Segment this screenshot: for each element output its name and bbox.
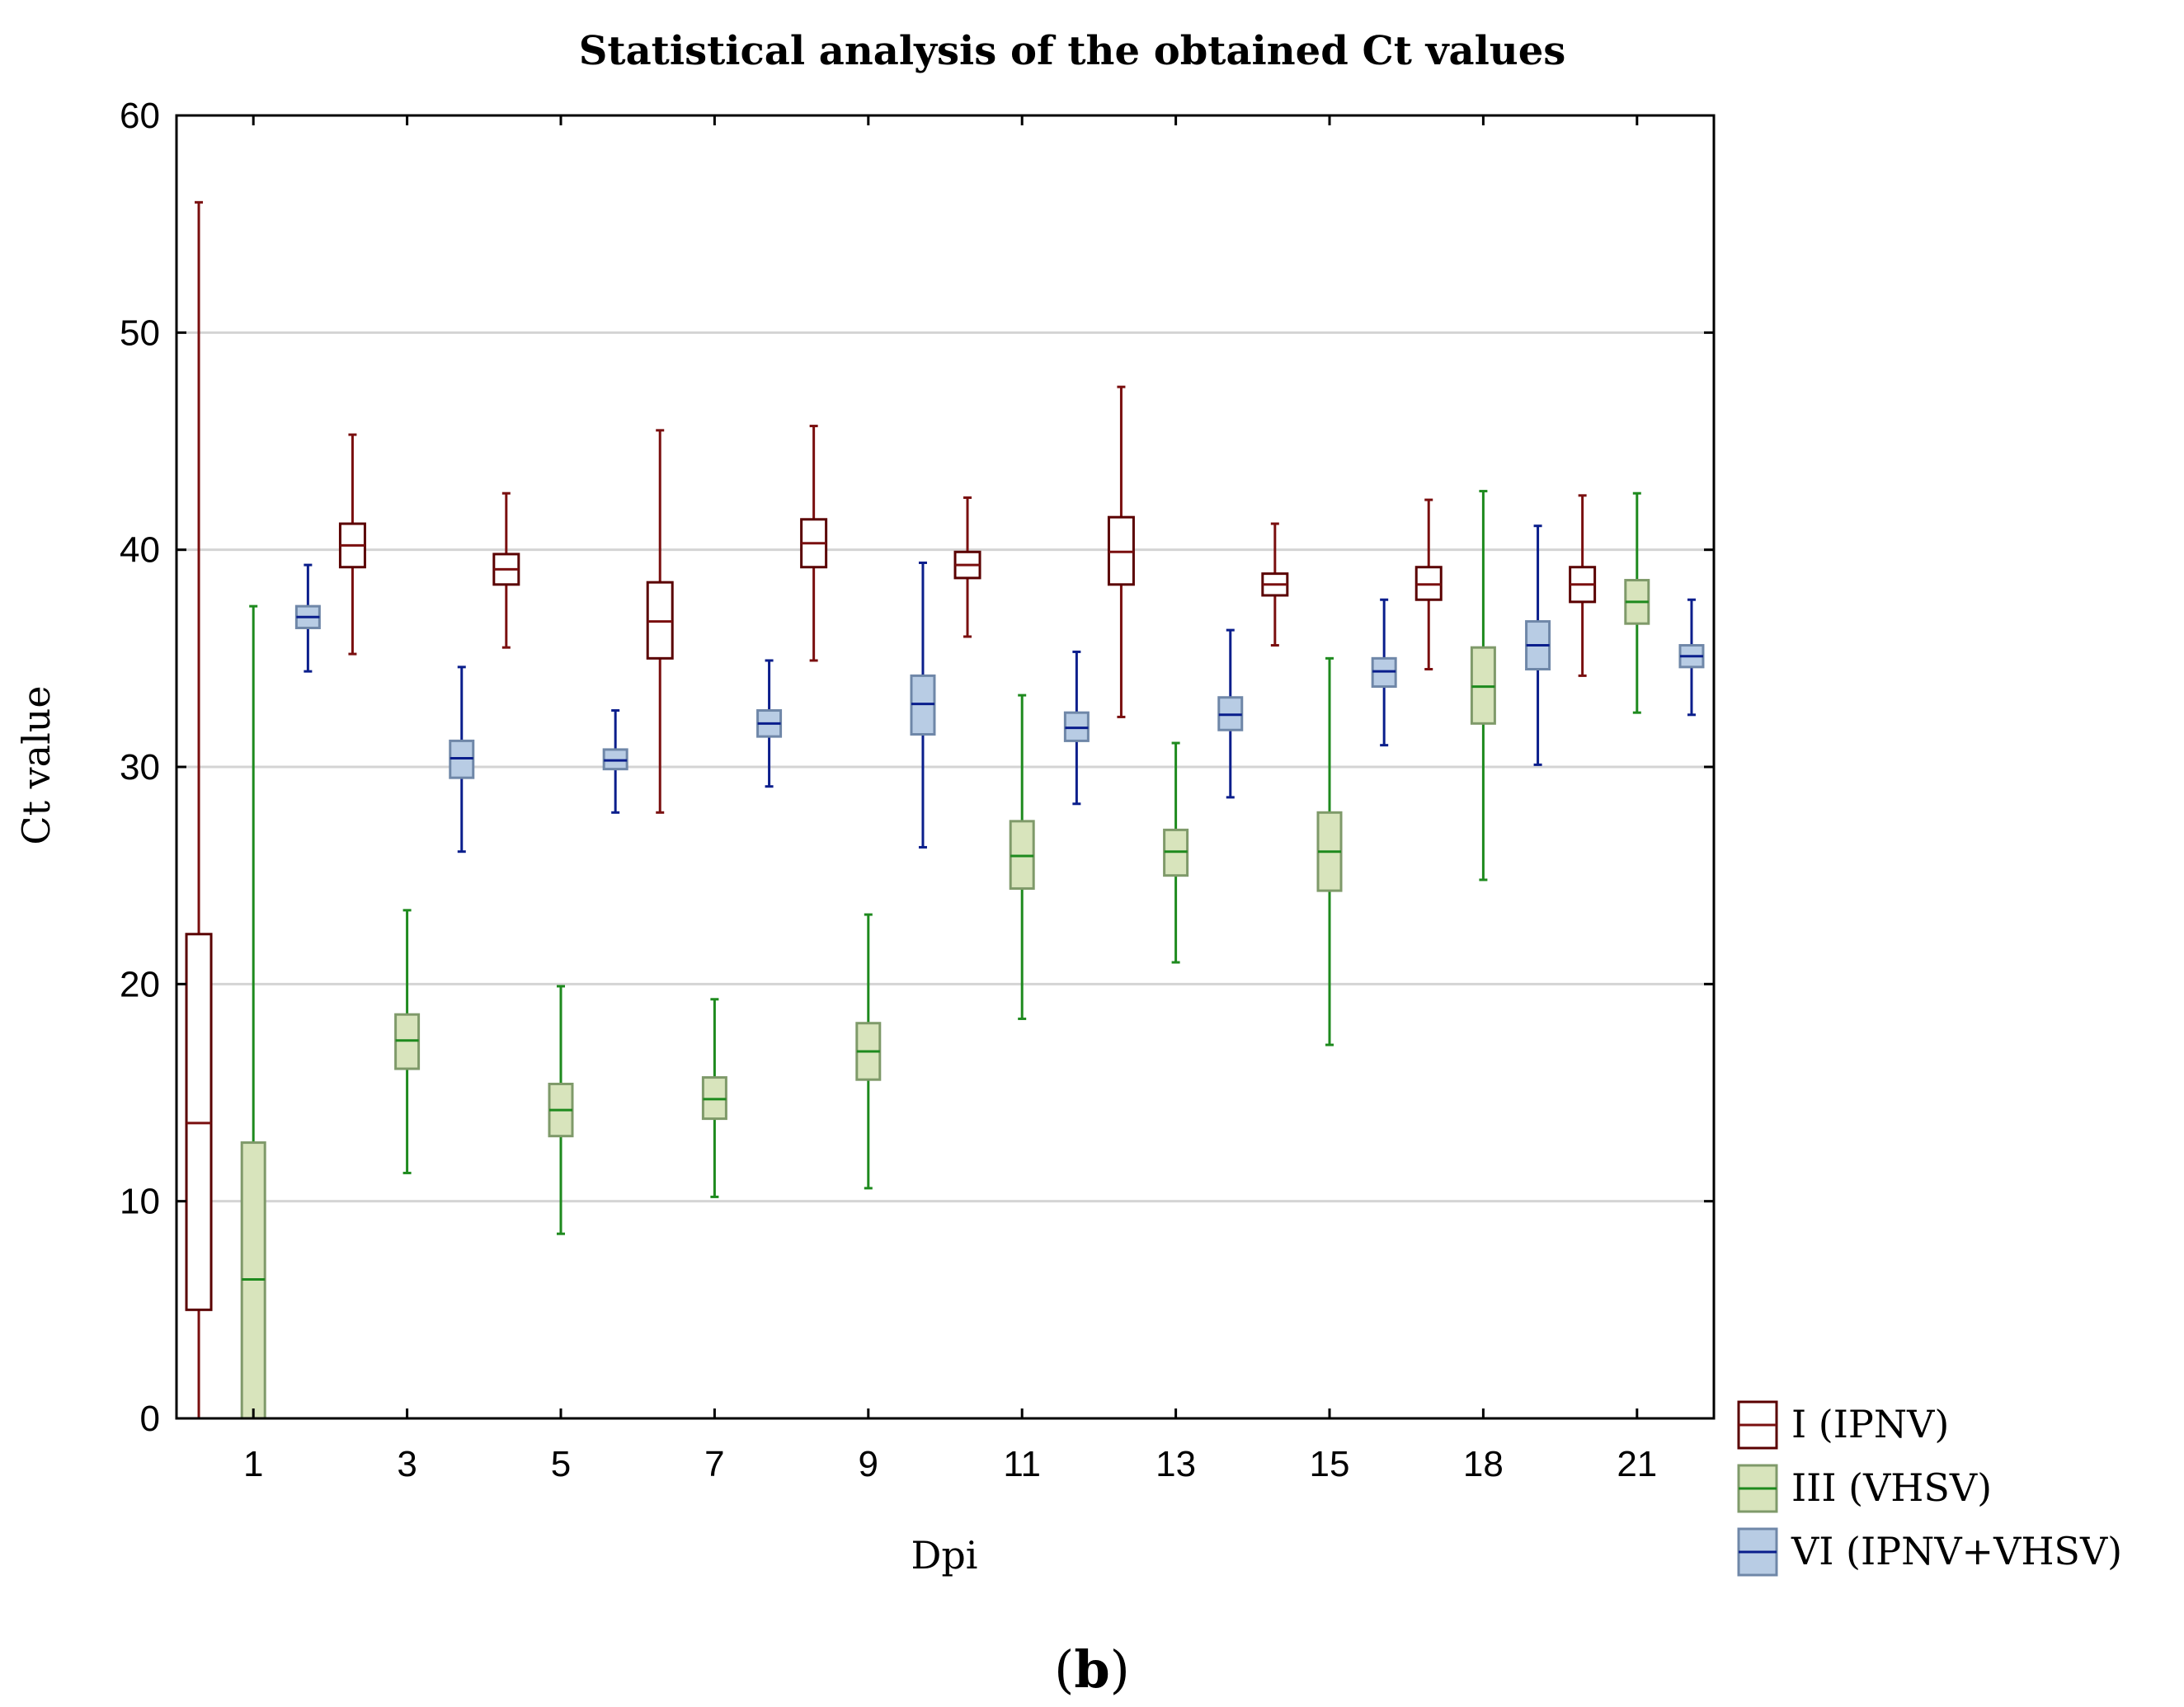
y-tick-label: 50 bbox=[120, 313, 160, 353]
y-tick-label: 0 bbox=[140, 1399, 160, 1439]
y-tick-label: 30 bbox=[120, 747, 160, 788]
y-axis: 0 10 20 30 40 50 60 bbox=[120, 96, 1714, 1439]
box-2-cat-5 bbox=[548, 985, 574, 1235]
y-tick-label: 10 bbox=[120, 1182, 160, 1222]
x-axis-label: Dpi bbox=[911, 1533, 977, 1578]
box-2-cat-3 bbox=[394, 909, 421, 1174]
box-2-cat-7 bbox=[701, 998, 727, 1198]
x-tick-label: 3 bbox=[397, 1444, 417, 1484]
legend: I (IPNV) III (VHSV) VI (IPNV+VHSV) bbox=[1737, 1400, 2122, 1577]
box-1-cat-13 bbox=[1107, 385, 1135, 718]
chart-title: Statistical analysis of the obtained Ct … bbox=[579, 28, 1566, 74]
box-3-cat-13 bbox=[1217, 628, 1244, 799]
box-3-cat-5 bbox=[602, 709, 628, 814]
box-1-cat-1 bbox=[185, 200, 213, 1420]
panel-label: (b) bbox=[1054, 1639, 1130, 1700]
x-tick-label: 7 bbox=[704, 1444, 724, 1484]
legend-item: I (IPNV) bbox=[1737, 1400, 1949, 1450]
box-1-cat-15 bbox=[1261, 522, 1289, 647]
panel-label-letter: b bbox=[1074, 1639, 1109, 1700]
panel-label-close-paren: ) bbox=[1110, 1639, 1130, 1700]
x-tick-label: 9 bbox=[859, 1444, 878, 1484]
x-tick-label: 11 bbox=[1003, 1444, 1041, 1484]
box-3-cat-9 bbox=[910, 561, 936, 849]
box-2-cat-9 bbox=[855, 913, 882, 1190]
box-2-cat-15 bbox=[1316, 656, 1343, 1046]
box-2-cat-21 bbox=[1624, 491, 1650, 714]
y-tick-label: 60 bbox=[120, 96, 160, 136]
box-2-cat-13 bbox=[1163, 741, 1189, 964]
x-axis: 1 3 5 7 9 11 13 15 18 21 bbox=[243, 115, 1657, 1484]
y-tick-label: 20 bbox=[120, 964, 160, 1004]
box-1-cat-3 bbox=[338, 433, 366, 656]
box-groups bbox=[185, 200, 1705, 1420]
box-3-cat-15 bbox=[1371, 598, 1397, 747]
box-3-cat-18 bbox=[1525, 524, 1551, 766]
box-2-cat-11 bbox=[1009, 694, 1035, 1020]
box-1-cat-7 bbox=[646, 429, 674, 814]
box-1-cat-9 bbox=[800, 425, 828, 662]
x-tick-label: 13 bbox=[1156, 1444, 1196, 1484]
x-tick-label: 5 bbox=[551, 1444, 571, 1484]
y-tick-label: 40 bbox=[120, 530, 160, 571]
legend-label: III (VHSV) bbox=[1791, 1465, 1992, 1510]
box-1-cat-11 bbox=[953, 496, 981, 638]
box-1-cat-21 bbox=[1569, 494, 1597, 677]
legend-label: VI (IPNV+VHSV) bbox=[1791, 1529, 2122, 1573]
y-axis-label: Ct value bbox=[14, 685, 59, 844]
x-tick-label: 1 bbox=[243, 1444, 263, 1484]
box-1-cat-5 bbox=[492, 491, 520, 649]
panel-label-open-paren: ( bbox=[1054, 1639, 1074, 1700]
x-tick-label: 15 bbox=[1310, 1444, 1350, 1484]
legend-label: I (IPNV) bbox=[1791, 1402, 1949, 1446]
x-tick-label: 18 bbox=[1463, 1444, 1504, 1484]
legend-item: VI (IPNV+VHSV) bbox=[1737, 1527, 2122, 1577]
legend-item: III (VHSV) bbox=[1737, 1464, 1992, 1513]
x-tick-label: 21 bbox=[1617, 1444, 1657, 1484]
box-3-cat-3 bbox=[449, 665, 475, 854]
box-3-cat-1 bbox=[294, 563, 321, 673]
gridlines bbox=[177, 331, 1714, 1203]
box-1-cat-18 bbox=[1414, 498, 1443, 670]
box-3-cat-11 bbox=[1063, 650, 1090, 806]
box-3-cat-21 bbox=[1678, 598, 1705, 717]
box-3-cat-7 bbox=[756, 659, 783, 788]
box-2-cat-18 bbox=[1470, 490, 1496, 882]
box-2-cat-1 bbox=[240, 604, 266, 1420]
